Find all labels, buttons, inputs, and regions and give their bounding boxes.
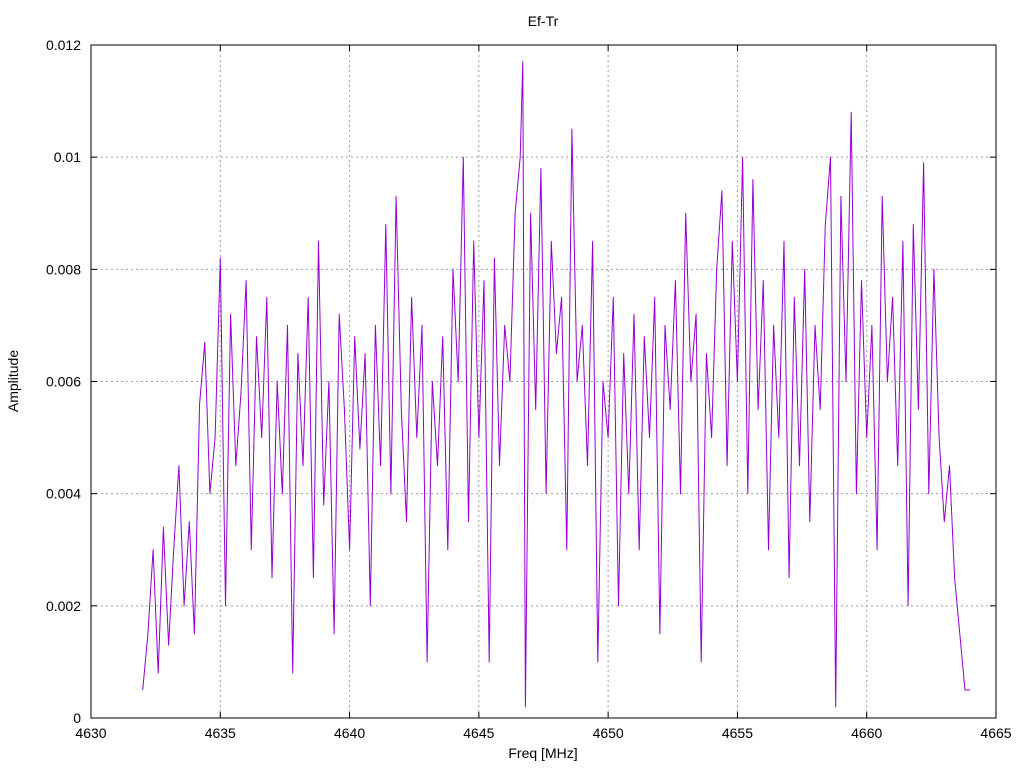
- y-axis-label: Amplitude: [5, 350, 21, 412]
- series-layer: [142, 61, 971, 708]
- y-tick-label: 0.002: [46, 598, 81, 614]
- x-tick-label: 4645: [463, 725, 494, 741]
- x-tick-label: 4635: [205, 725, 236, 741]
- x-tick-label: 4650: [593, 725, 624, 741]
- x-tick-label: 4640: [334, 725, 365, 741]
- x-tick-label: 4660: [851, 725, 882, 741]
- y-tick-label: 0.01: [54, 149, 81, 165]
- grid: [91, 45, 996, 718]
- x-tick-label: 4665: [980, 725, 1011, 741]
- series-line-0: [142, 61, 971, 708]
- x-tick-label: 4655: [722, 725, 753, 741]
- y-tick-label: 0.008: [46, 261, 81, 277]
- y-axis: 0 0.002 0.004 0.006 0.008 0.01 0.012: [46, 37, 996, 726]
- x-tick-label: 4630: [75, 725, 106, 741]
- y-tick-label: 0.012: [46, 37, 81, 53]
- x-axis-label: Freq [MHz]: [508, 745, 577, 761]
- y-tick-label: 0: [73, 710, 81, 726]
- y-tick-label: 0.004: [46, 486, 81, 502]
- chart-title: Ef-Tr: [528, 13, 559, 29]
- y-tick-label: 0.006: [46, 374, 81, 390]
- x-axis: 4630 4635 4640 4645 4650 4655 4660 4665: [75, 45, 1012, 741]
